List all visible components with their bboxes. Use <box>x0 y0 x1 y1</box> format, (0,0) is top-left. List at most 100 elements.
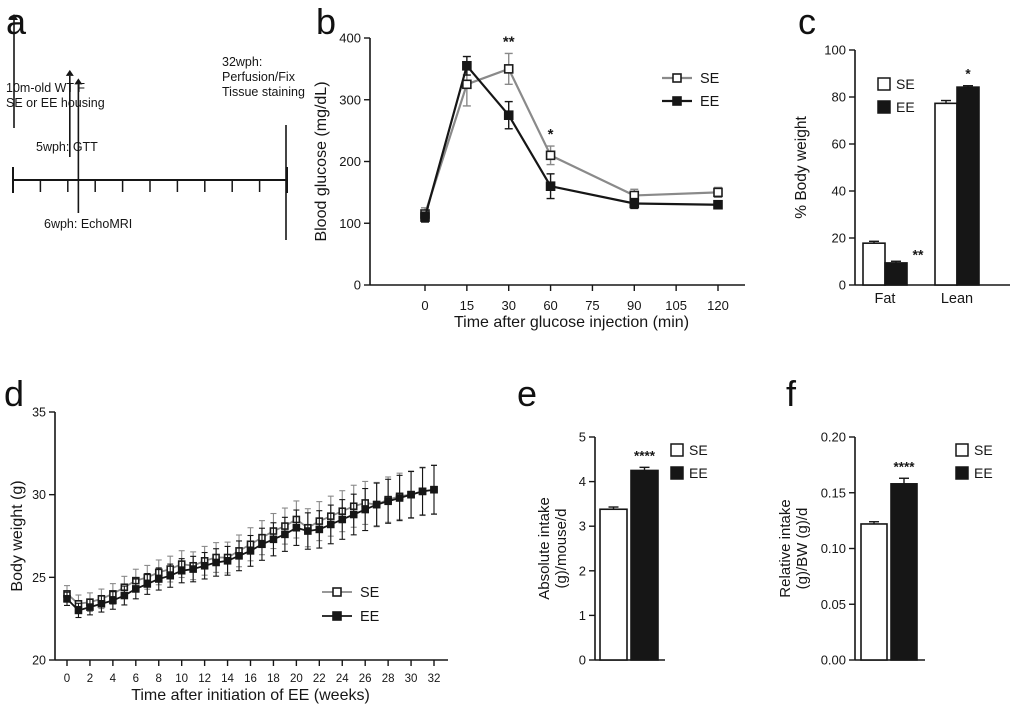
svg-text:EE: EE <box>689 465 708 481</box>
svg-text:0: 0 <box>839 278 846 293</box>
panel-b: b 0 100 200 300 400 Blood glucose (mg/dL) 0 15 3… <box>300 0 770 345</box>
legend: SE EE <box>955 442 993 481</box>
svg-text:30: 30 <box>32 488 46 502</box>
svg-text:300: 300 <box>339 92 361 107</box>
bar-SE <box>599 506 628 661</box>
svg-text:80: 80 <box>832 90 846 105</box>
svg-text:26: 26 <box>359 673 372 685</box>
legend: SE EE <box>670 442 708 481</box>
svg-text:30: 30 <box>405 673 418 685</box>
svg-text:75: 75 <box>585 298 599 313</box>
svg-text:2: 2 <box>87 673 93 685</box>
svg-text:0.05: 0.05 <box>821 597 846 612</box>
svg-text:28: 28 <box>382 673 395 685</box>
svg-text:14: 14 <box>221 673 234 685</box>
bar-SE-Lean <box>934 99 958 286</box>
legend: SE EE <box>662 71 720 110</box>
y-axis: 0.00 0.05 0.10 0.15 0.20 <box>821 430 925 668</box>
svg-text:120: 120 <box>707 298 729 313</box>
bar-SE <box>860 521 888 661</box>
svg-text:32: 32 <box>428 673 441 685</box>
svg-text:60: 60 <box>832 137 846 152</box>
svg-text:12: 12 <box>198 673 211 685</box>
svg-text:100: 100 <box>339 216 361 231</box>
panel-b-label: b <box>316 1 337 42</box>
svg-text:24: 24 <box>336 673 349 685</box>
panel-c-label: c <box>798 1 816 42</box>
svg-text:****: **** <box>893 459 915 474</box>
svg-text:Time after glucose injection (: Time after glucose injection (min) <box>454 314 689 331</box>
svg-text:4: 4 <box>110 673 117 685</box>
svg-text:EE: EE <box>360 609 380 625</box>
svg-text:5: 5 <box>579 430 586 445</box>
svg-text:*: * <box>965 67 971 82</box>
svg-text:18: 18 <box>267 673 280 685</box>
svg-text:200: 200 <box>339 154 361 169</box>
svg-text:40: 40 <box>832 184 846 199</box>
svg-text:EE: EE <box>974 465 993 481</box>
absolute-intake-bar-chart: 0 1 2 3 4 5 Absolute intake (g)/mouse/d **** SE EE <box>536 430 708 668</box>
svg-text:0.10: 0.10 <box>821 541 846 556</box>
y-axis: 0 100 200 300 400 <box>339 31 745 293</box>
svg-text:SE: SE <box>689 442 708 458</box>
svg-text:60: 60 <box>543 298 557 313</box>
svg-text:3: 3 <box>579 519 586 534</box>
study-timeline-diagram: 10m-old WT FSE or EE housing 32wph:Perfus… <box>6 14 305 240</box>
svg-text:16: 16 <box>244 673 257 685</box>
svg-text:0: 0 <box>421 298 428 313</box>
y-axis: 20 25 30 35 <box>32 406 448 668</box>
svg-text:% Body weight: % Body weight <box>793 116 810 219</box>
svg-text:Fat: Fat <box>875 291 896 307</box>
svg-text:0.00: 0.00 <box>821 653 846 668</box>
bar-EE-Fat <box>884 260 908 286</box>
svg-text:15: 15 <box>460 298 474 313</box>
svg-text:****: **** <box>634 448 656 463</box>
svg-text:SE: SE <box>896 76 915 92</box>
svg-text:SE: SE <box>700 71 720 87</box>
svg-text:20: 20 <box>290 673 303 685</box>
panel-d: d 20 25 30 35 Body weight (g) 0 2 4 6 8 10 12 14 16 18… <box>0 370 480 719</box>
svg-text:*: * <box>548 126 554 143</box>
svg-text:90: 90 <box>627 298 641 313</box>
svg-text:20: 20 <box>832 231 846 246</box>
bar-EE <box>890 477 918 661</box>
svg-text:EE: EE <box>896 99 915 115</box>
svg-text:4: 4 <box>579 474 586 489</box>
svg-text:Tissue staining: Tissue staining <box>222 85 305 99</box>
legend: SE EE <box>877 76 915 115</box>
timeline: 10m-old WT FSE or EE housing 32wph:Perfus… <box>6 14 305 240</box>
svg-text:10: 10 <box>175 673 188 685</box>
series-EE <box>420 55 723 223</box>
svg-text:(g)/mouse/d: (g)/mouse/d <box>553 508 570 588</box>
svg-text:30: 30 <box>501 298 515 313</box>
svg-text:5wph: GTT: 5wph: GTT <box>36 140 98 154</box>
x-axis: 0 15 30 60 75 90 105 120 <box>421 285 729 313</box>
svg-text:1: 1 <box>579 608 586 623</box>
bar-EE <box>630 466 659 661</box>
svg-text:0: 0 <box>354 278 361 293</box>
svg-text:**: ** <box>503 33 515 50</box>
panel-d-label: d <box>4 373 25 414</box>
svg-text:32wph:: 32wph: <box>222 55 262 69</box>
bar-SE-Fat <box>862 240 886 286</box>
svg-text:**: ** <box>913 246 924 262</box>
svg-text:10m-old WT F: 10m-old WT F <box>6 81 85 95</box>
bar-EE-Lean <box>956 85 980 286</box>
svg-text:20: 20 <box>32 654 46 668</box>
svg-text:105: 105 <box>665 298 687 313</box>
svg-text:Perfusion/Fix: Perfusion/Fix <box>222 70 296 84</box>
svg-text:8: 8 <box>156 673 162 685</box>
panel-a-label: a <box>6 1 27 42</box>
series-EE <box>63 464 438 619</box>
panel-f: f 0.00 0.05 0.10 0.15 0.20 Relative intake (g)… <box>768 370 1020 719</box>
svg-text:100: 100 <box>824 43 846 58</box>
svg-text:Blood glucose (mg/dL): Blood glucose (mg/dL) <box>313 81 330 241</box>
svg-text:0: 0 <box>579 653 586 668</box>
svg-text:Body weight (g): Body weight (g) <box>9 480 26 591</box>
svg-text:EE: EE <box>700 94 720 110</box>
svg-text:Time after initiation of EE (: Time after initiation of EE (weeks) <box>131 687 370 704</box>
svg-text:Lean: Lean <box>941 291 973 307</box>
